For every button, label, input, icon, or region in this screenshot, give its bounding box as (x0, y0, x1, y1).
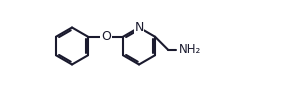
Text: NH₂: NH₂ (179, 43, 201, 56)
Text: N: N (134, 21, 144, 34)
Text: O: O (101, 30, 111, 43)
